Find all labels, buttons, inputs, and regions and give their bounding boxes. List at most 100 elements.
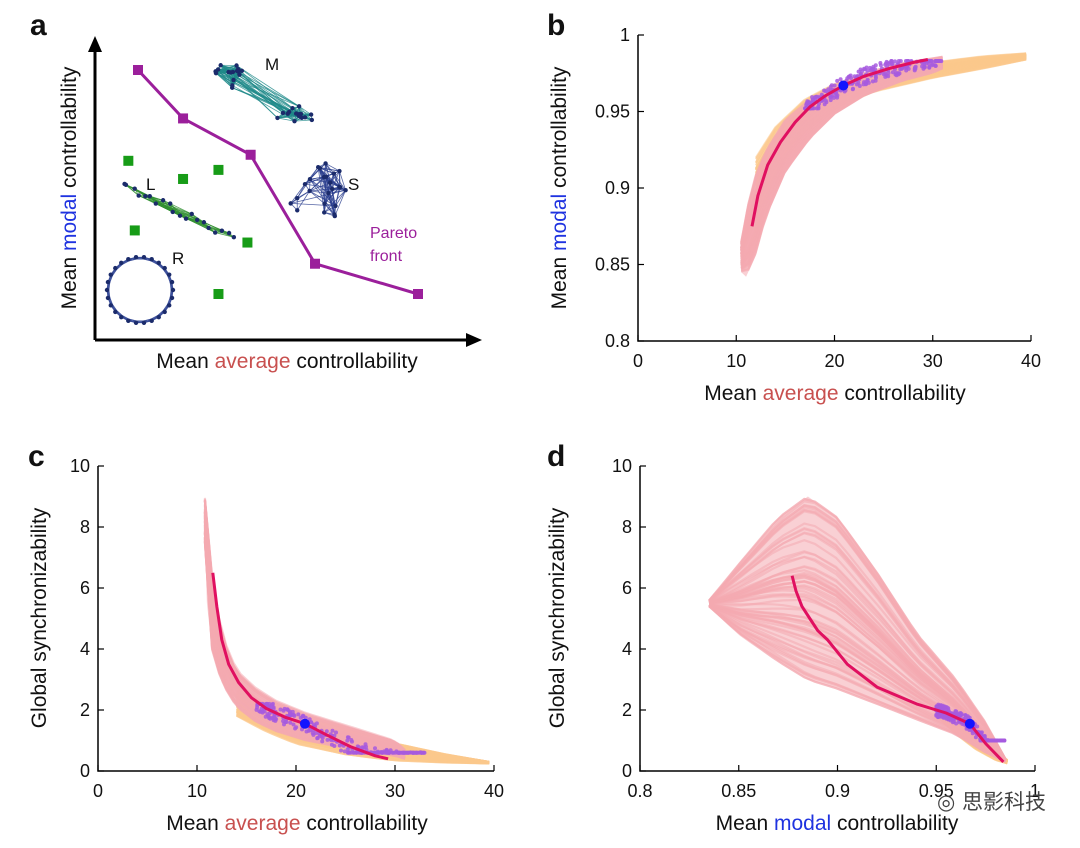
network-l-node — [160, 198, 166, 203]
panel-c: c 0 10 20 30 40 0 2 4 6 8 10 Global synchronizabil… — [28, 440, 504, 835]
network-r-node — [156, 314, 161, 320]
b-scatter-point — [831, 95, 836, 100]
average-word: average — [225, 812, 301, 835]
b-scatter-point — [896, 59, 901, 63]
network-r-node — [141, 255, 147, 260]
c-scatter-point — [317, 733, 322, 738]
c-x-tick-label: 0 — [93, 781, 103, 801]
network-s-node — [329, 186, 335, 192]
b-scatter-point — [929, 59, 934, 63]
network-s-node — [315, 165, 321, 170]
b-scatter-point — [850, 87, 855, 92]
network-s-edge — [297, 190, 310, 199]
network-r-node — [169, 295, 175, 301]
b-scatter-point — [849, 76, 853, 80]
d-scatter-point — [973, 735, 978, 740]
network-l-node — [170, 209, 175, 215]
pareto-label-line1: Pareto — [370, 225, 417, 242]
network-l-node — [153, 201, 158, 206]
network-s-node — [337, 168, 342, 174]
c-scatter-point — [384, 747, 389, 752]
network-m-edge — [215, 72, 301, 117]
c-scatter-point — [254, 707, 259, 712]
average-word: average — [215, 350, 291, 373]
network-m-node — [280, 110, 286, 116]
network-l-node — [147, 193, 152, 199]
network-m-edge — [292, 107, 312, 115]
c-scatter-point — [410, 750, 415, 755]
panel-c-plot-area — [203, 496, 490, 765]
c-y-tick-label: 10 — [70, 456, 90, 476]
panel-b: b 0 10 20 30 40 0.8 0.85 0.9 0.95 1 Mean modal co… — [547, 9, 1041, 405]
panel-c-xlabel: Mean average controllability — [166, 812, 428, 835]
network-s-node — [307, 188, 312, 194]
network-r-node — [108, 272, 113, 277]
c-scatter-point — [267, 701, 272, 706]
network-s-edge — [334, 190, 346, 217]
c-band-pink — [204, 496, 405, 759]
c-x-tick-label: 40 — [484, 781, 504, 801]
c-scatter-point — [309, 720, 314, 725]
network-s-edge — [309, 166, 319, 180]
c-scatter-point — [301, 713, 305, 718]
network-s-edge — [309, 188, 333, 192]
c-scatter-point — [304, 729, 309, 734]
c-scatter-point — [281, 708, 286, 713]
b-scatter-point — [927, 65, 932, 70]
c-scatter-point — [360, 745, 365, 750]
green-marker — [213, 164, 224, 175]
b-scatter-point — [883, 71, 888, 76]
d-scatter-point — [957, 712, 962, 717]
network-r-node — [104, 287, 110, 293]
network-m-edge — [230, 72, 278, 119]
c-y-tick-label: 0 — [80, 761, 90, 781]
network-s-edge — [332, 188, 346, 191]
network-l-node — [143, 193, 148, 199]
b-scatter-point — [878, 63, 883, 68]
network-l-node — [212, 230, 218, 235]
network-m-edge — [294, 119, 312, 122]
network-r-node — [119, 314, 124, 320]
network-s-edge — [317, 167, 335, 215]
network-r-node — [133, 255, 139, 260]
green-marker — [178, 173, 189, 184]
b-y-tick-label: 1 — [620, 25, 630, 45]
b-scatter-point — [822, 88, 827, 93]
c-scatter-point — [380, 750, 385, 755]
network-l — [122, 181, 237, 240]
b-scatter-point — [833, 91, 838, 96]
modal-word: modal — [58, 194, 81, 251]
b-x-tick-label: 40 — [1021, 351, 1041, 371]
d-scatter-point — [939, 714, 944, 719]
network-l-node — [168, 201, 173, 206]
network-s-edge — [296, 190, 310, 211]
c-x-tick-label: 30 — [385, 781, 405, 801]
b-y-tick-label: 0.95 — [595, 102, 630, 122]
network-s-node — [288, 201, 293, 206]
d-scatter-point — [988, 738, 993, 743]
panel-c-ylabel: Global synchronizability — [28, 507, 51, 728]
network-s-edge — [339, 170, 346, 191]
c-scatter-point — [271, 716, 276, 721]
network-m-node — [234, 68, 240, 74]
network-m-edge — [220, 65, 233, 86]
b-scatter-point — [935, 59, 940, 63]
d-scatter-point — [998, 738, 1003, 743]
c-scatter-point — [307, 717, 312, 722]
d-y-tick-label: 0 — [622, 761, 632, 781]
d-highlight-point — [964, 718, 975, 729]
network-s-edge — [331, 170, 340, 189]
b-scatter-point — [810, 97, 815, 102]
network-m-edge — [232, 71, 293, 109]
network-s-edge — [290, 189, 346, 204]
c-scatter-point — [345, 738, 350, 743]
network-s-node — [338, 184, 343, 190]
c-scatter-point — [352, 750, 357, 755]
network-l-node — [183, 216, 189, 221]
b-scatter-point — [858, 72, 863, 77]
network-l-edge — [172, 211, 192, 215]
panel-d-plot-area — [708, 496, 1009, 765]
d-y-tick-label: 6 — [622, 578, 632, 598]
b-scatter-point — [807, 101, 812, 106]
